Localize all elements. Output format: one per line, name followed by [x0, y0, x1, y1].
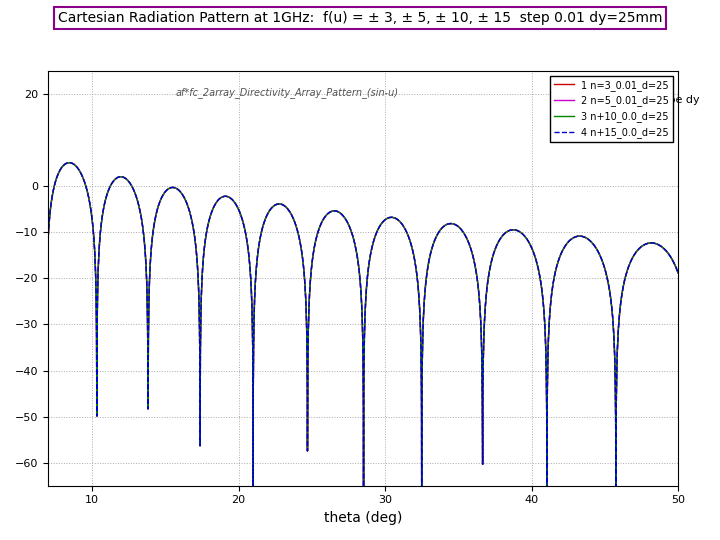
1 n=3_0.01_d=25: [488, 255, 497, 262]
2 n=5_0.01_d=25: [426, 254, 434, 260]
1 n=3_0.01_d=25: [410, 256, 419, 262]
2 n=5_0.01_d=25: [410, 256, 419, 262]
1 n=3_0.01_d=25: [444, 221, 452, 227]
2 n=5_0.01_d=25: [94, 272, 102, 278]
4 n+15_0.0_d=25: [577, 233, 586, 240]
3 n+10_0.0_d=25: [94, 272, 102, 278]
4 n+15_0.0_d=25: [94, 272, 102, 278]
2 n=5_0.01_d=25: [488, 255, 497, 262]
2 n=5_0.01_d=25: [444, 221, 452, 227]
2 n=5_0.01_d=25: [577, 233, 586, 240]
X-axis label: theta (deg): theta (deg): [324, 511, 402, 525]
4 n+15_0.0_d=25: [488, 255, 497, 262]
2 n=5_0.01_d=25: [674, 269, 683, 276]
3 n+10_0.0_d=25: [444, 221, 452, 227]
Text: should be dy: should be dy: [600, 95, 699, 120]
2 n=5_0.01_d=25: [65, 159, 73, 166]
Line: 4 n+15_0.0_d=25: 4 n+15_0.0_d=25: [48, 163, 678, 540]
Line: 3 n+10_0.0_d=25: 3 n+10_0.0_d=25: [48, 163, 678, 540]
1 n=3_0.01_d=25: [94, 272, 102, 278]
3 n+10_0.0_d=25: [44, 233, 53, 240]
Line: 2 n=5_0.01_d=25: 2 n=5_0.01_d=25: [48, 163, 678, 540]
3 n+10_0.0_d=25: [410, 256, 419, 262]
4 n+15_0.0_d=25: [410, 256, 419, 262]
1 n=3_0.01_d=25: [674, 269, 683, 276]
3 n+10_0.0_d=25: [488, 255, 497, 262]
Legend: 1 n=3_0.01_d=25, 2 n=5_0.01_d=25, 3 n+10_0.0_d=25, 4 n+15_0.0_d=25: 1 n=3_0.01_d=25, 2 n=5_0.01_d=25, 3 n+10…: [550, 76, 673, 142]
Line: 1 n=3_0.01_d=25: 1 n=3_0.01_d=25: [48, 163, 678, 540]
3 n+10_0.0_d=25: [426, 254, 434, 260]
Text: Cartesian Radiation Pattern at 1GHz:  f(u) = ± 3, ± 5, ± 10, ± 15  step 0.01 dy=: Cartesian Radiation Pattern at 1GHz: f(u…: [58, 11, 662, 25]
4 n+15_0.0_d=25: [674, 269, 683, 276]
3 n+10_0.0_d=25: [577, 233, 586, 240]
4 n+15_0.0_d=25: [65, 159, 73, 166]
4 n+15_0.0_d=25: [44, 233, 53, 240]
3 n+10_0.0_d=25: [65, 159, 73, 166]
1 n=3_0.01_d=25: [426, 254, 434, 260]
3 n+10_0.0_d=25: [674, 269, 683, 276]
1 n=3_0.01_d=25: [65, 159, 73, 166]
4 n+15_0.0_d=25: [444, 221, 452, 227]
Text: af*fc_2array_Directivity_Array_Pattern_(sin-u): af*fc_2array_Directivity_Array_Pattern_(…: [176, 87, 399, 98]
1 n=3_0.01_d=25: [577, 233, 586, 240]
4 n+15_0.0_d=25: [426, 254, 434, 260]
2 n=5_0.01_d=25: [44, 233, 53, 240]
1 n=3_0.01_d=25: [44, 233, 53, 240]
